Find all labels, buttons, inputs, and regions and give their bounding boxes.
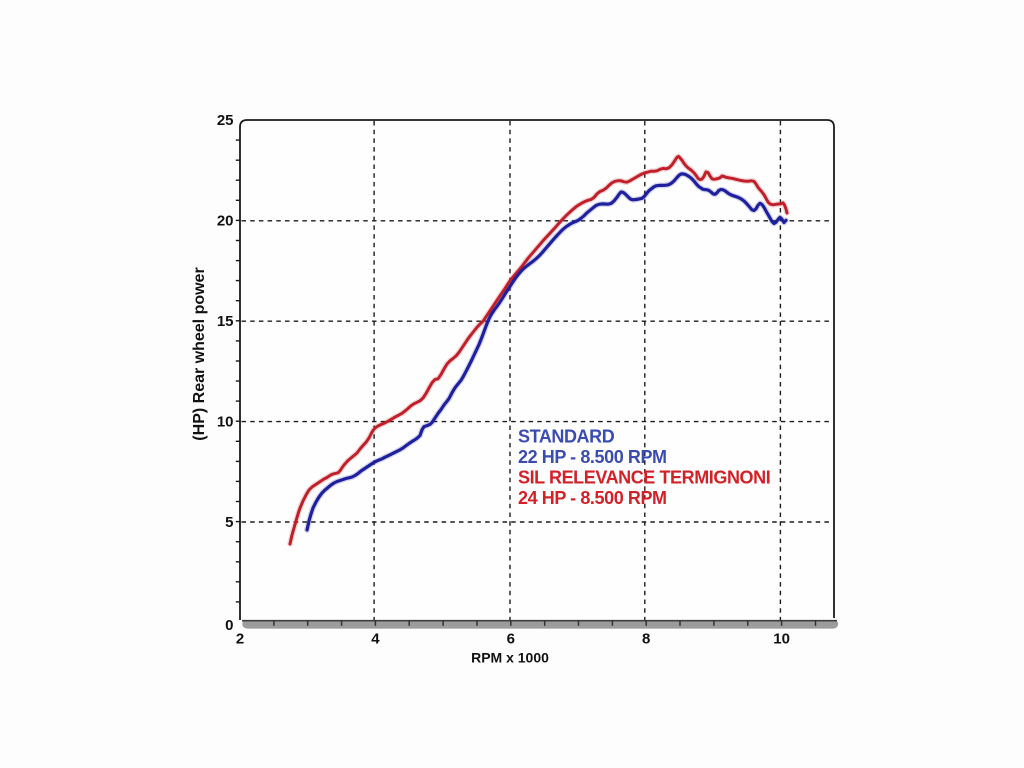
svg-text:20: 20 bbox=[217, 213, 234, 230]
svg-text:6: 6 bbox=[507, 631, 515, 648]
svg-text:10: 10 bbox=[773, 631, 790, 648]
svg-text:10: 10 bbox=[217, 413, 234, 430]
svg-text:STANDARD: STANDARD bbox=[518, 427, 615, 447]
svg-text:25: 25 bbox=[217, 112, 234, 129]
svg-text:22 HP - 8.500 RPM: 22 HP - 8.500 RPM bbox=[518, 447, 667, 467]
svg-text:8: 8 bbox=[642, 631, 650, 648]
svg-text:5: 5 bbox=[225, 514, 233, 531]
svg-text:24 HP - 8.500 RPM: 24 HP - 8.500 RPM bbox=[518, 488, 667, 508]
svg-text:SIL RELEVANCE TERMIGNONI: SIL RELEVANCE TERMIGNONI bbox=[518, 468, 770, 488]
svg-text:4: 4 bbox=[371, 631, 380, 648]
svg-text:15: 15 bbox=[217, 313, 234, 330]
svg-text:0: 0 bbox=[225, 617, 233, 634]
svg-text:(HP) Rear wheel power: (HP) Rear wheel power bbox=[191, 267, 208, 440]
svg-text:2: 2 bbox=[236, 631, 244, 648]
svg-text:RPM x 1000: RPM x 1000 bbox=[471, 650, 549, 666]
